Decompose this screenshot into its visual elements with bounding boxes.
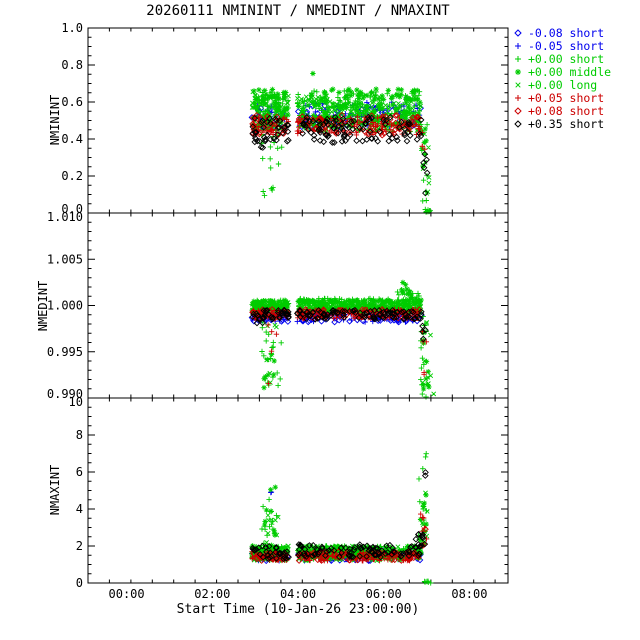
y-tick-label: 4 [76, 502, 83, 516]
legend-symbol-plus-icon [515, 56, 521, 62]
y-tick-label: 0.2 [61, 169, 83, 183]
legend-label: -0.08 short [528, 26, 604, 40]
legend-label: +0.00 long [528, 78, 597, 92]
y-axis-label-nmaxint: NMAXINT [48, 464, 62, 516]
panel-frame [87, 397, 509, 584]
x-tick-label: 00:00 [109, 587, 145, 601]
y-tick-label: 1.0 [61, 21, 83, 35]
y-axis-label-nminint: NMININT [48, 94, 62, 146]
axis-ticks [88, 398, 508, 583]
y-tick-label: 0.6 [61, 95, 83, 109]
series--0-35-short [249, 469, 429, 563]
legend: -0.08 short-0.05 short+0.00 short+0.00 m… [514, 26, 611, 131]
y-tick-label: 2 [76, 539, 83, 553]
series--0-35-short [249, 113, 431, 197]
legend-label: +0.08 short [528, 104, 604, 118]
chart-title: 20260111 NMININT / NMEDINT / NMAXINT [146, 3, 450, 19]
legend-symbol-plus-icon [515, 43, 521, 49]
x-tick-label: 02:00 [194, 587, 230, 601]
axis-ticks [88, 28, 508, 213]
y-tick-label: 0.8 [61, 58, 83, 72]
legend-symbol-plus-icon [515, 95, 521, 101]
x-tick-label: 04:00 [280, 587, 316, 601]
legend-symbol-x-icon [515, 82, 521, 88]
panel-frame [87, 212, 509, 399]
x-tick-label: 06:00 [366, 587, 402, 601]
axis-ticks [88, 213, 508, 398]
y-tick-label: 0.995 [47, 345, 83, 359]
y-tick-label: 0.0 [61, 202, 83, 216]
panel-nmaxint: 0 2 4 6 8 10 00:00 02:00 04:00 06:00 08:00 [69, 395, 509, 601]
y-tick-label: 0 [76, 576, 83, 590]
y-tick-label: 0.990 [47, 387, 83, 401]
legend-label: +0.05 short [528, 91, 604, 105]
legend-label: +0.00 short [528, 52, 604, 66]
x-axis-label: Start Time (10-Jan-26 23:00:00) [176, 602, 420, 617]
y-tick-label: 6 [76, 465, 83, 479]
legend-symbol-diamond-icon [514, 107, 522, 115]
y-tick-label: 8 [76, 428, 83, 442]
y-tick-label: 1.010 [47, 210, 83, 224]
y-tick-label: 10 [69, 395, 83, 409]
y-axis-label-nmedint: NMEDINT [36, 280, 50, 332]
y-tick-label: 1.005 [47, 252, 83, 266]
x-tick-label: 08:00 [451, 587, 487, 601]
series--0-35-short [249, 306, 429, 343]
panel-nminint: 0.0 0.2 0.4 0.6 0.8 1.0 [61, 21, 509, 216]
y-tick-label: 1.000 [47, 299, 83, 313]
legend-label: -0.05 short [528, 39, 604, 53]
legend-symbol-diamond-icon [514, 29, 522, 37]
panel-nmedint: 0.990 0.995 1.000 1.005 1.010 [47, 210, 509, 401]
legend-label: +0.00 middle [528, 65, 611, 79]
legend-symbol-diamond-icon [514, 120, 522, 128]
legend-label: +0.35 short [528, 117, 604, 131]
y-tick-label: 0.4 [61, 132, 83, 146]
legend-symbol-asterisk-icon [515, 69, 521, 75]
